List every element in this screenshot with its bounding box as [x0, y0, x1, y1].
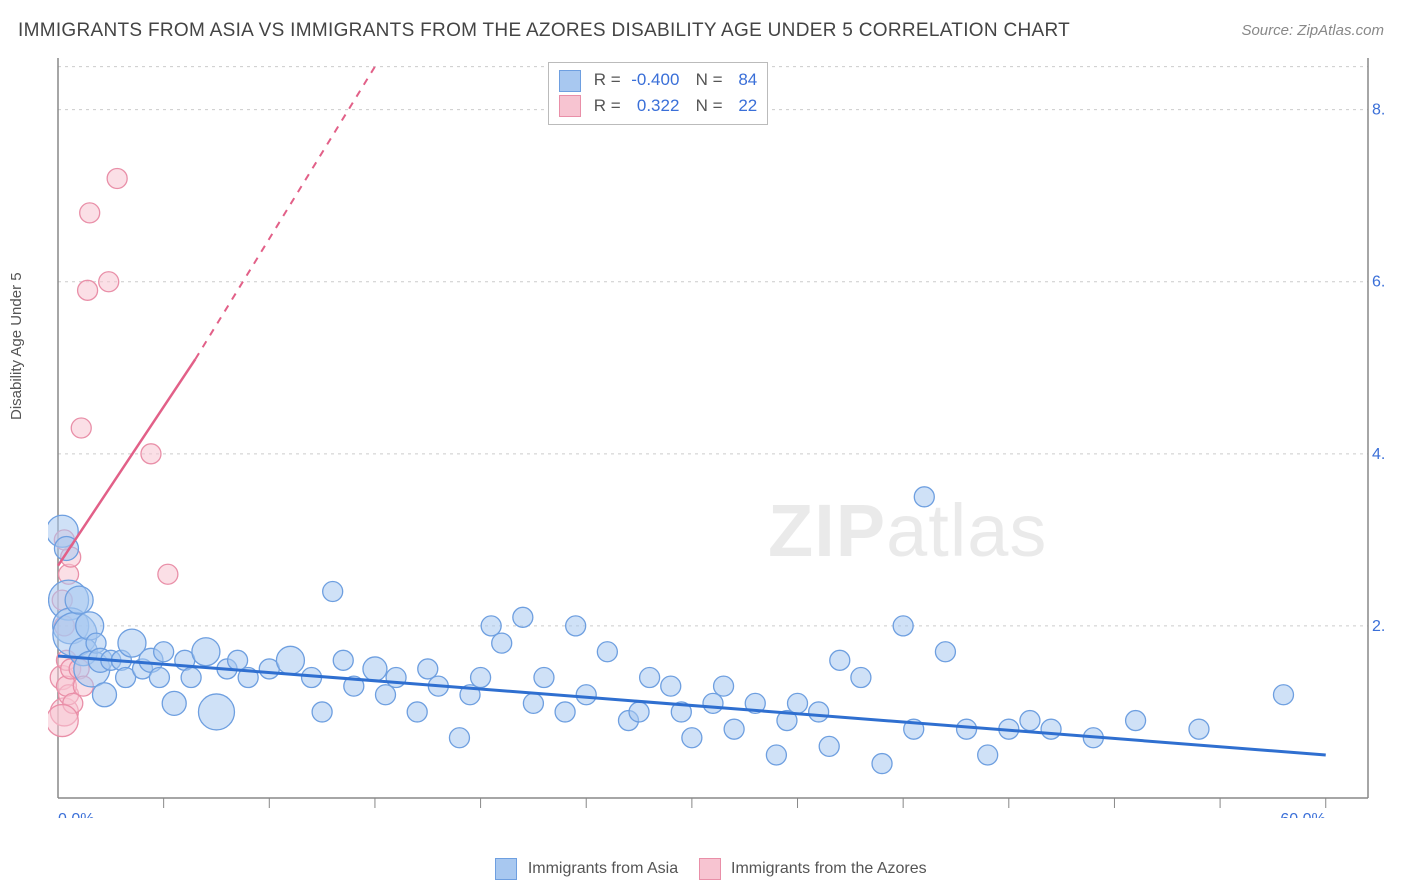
legend-row-blue: R = -0.400 N = 84 [559, 67, 757, 93]
r-value-pink: 0.322 [627, 93, 679, 119]
chart-container: 2.0%4.0%6.0%8.0%0.0%60.0% ZIPatlas R = -… [48, 58, 1384, 818]
legend-swatch-pink-icon [699, 858, 721, 880]
legend-swatch-blue-icon [495, 858, 517, 880]
y-axis-label: Disability Age Under 5 [8, 272, 25, 420]
r-value-blue: -0.400 [627, 67, 679, 93]
swatch-blue-icon [559, 70, 581, 92]
swatch-pink-icon [559, 95, 581, 117]
svg-text:2.0%: 2.0% [1372, 618, 1384, 635]
correlation-legend-box: R = -0.400 N = 84 R = 0.322 N = 22 [548, 62, 768, 125]
legend-row-pink: R = 0.322 N = 22 [559, 93, 757, 119]
legend-label-pink: Immigrants from the Azores [731, 860, 927, 877]
source-attribution: Source: ZipAtlas.com [1241, 22, 1384, 39]
chart-title: IMMIGRANTS FROM ASIA VS IMMIGRANTS FROM … [18, 20, 1070, 42]
svg-text:4.0%: 4.0% [1372, 446, 1384, 463]
n-value-blue: 84 [729, 67, 757, 93]
n-value-pink: 22 [729, 93, 757, 119]
scatter-chart: 2.0% 4.0% 6.0% 8.0% 0.0% 60.0% [48, 58, 1384, 818]
legend-bottom: Immigrants from Asia Immigrants from the… [0, 858, 1406, 880]
svg-text:0.0%: 0.0% [58, 811, 94, 818]
svg-text:60.0%: 60.0% [1280, 811, 1325, 818]
svg-text:6.0%: 6.0% [1372, 274, 1384, 291]
legend-label-blue: Immigrants from Asia [528, 860, 678, 877]
svg-text:8.0%: 8.0% [1372, 102, 1384, 119]
